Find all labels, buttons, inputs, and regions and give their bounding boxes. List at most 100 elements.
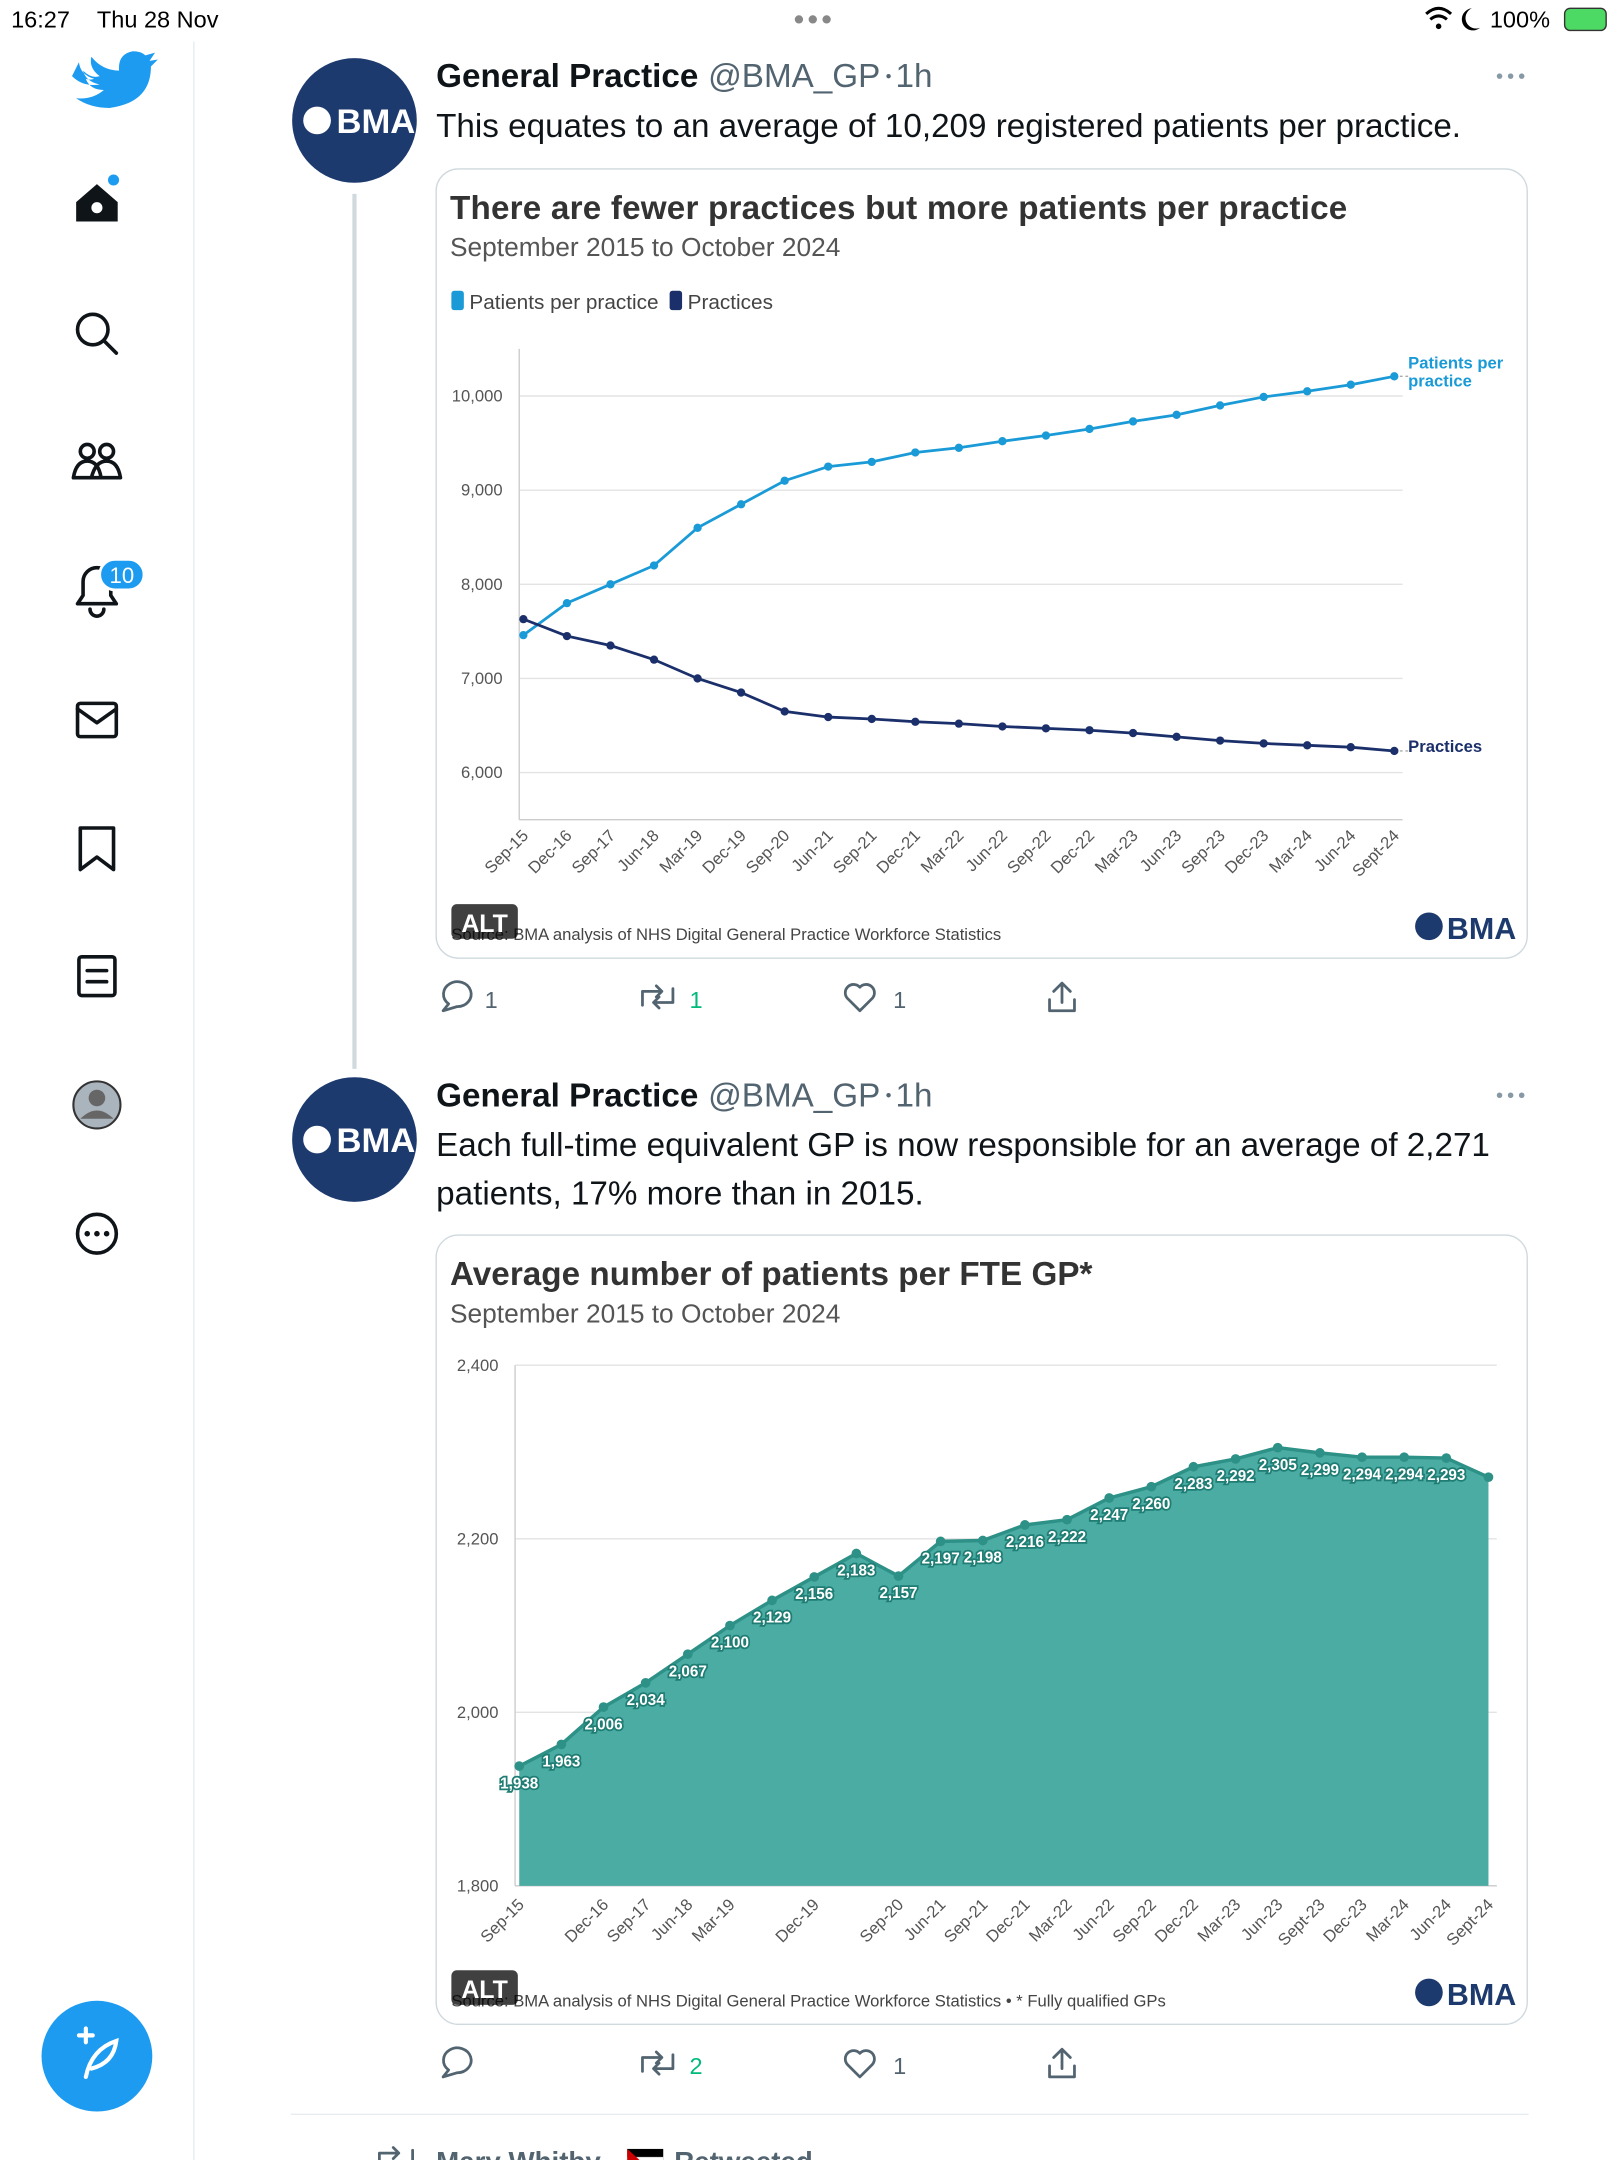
wifi-icon xyxy=(1425,6,1453,21)
area-line xyxy=(518,1445,1490,1768)
bookmarks-icon[interactable] xyxy=(78,826,116,872)
author-name[interactable]: General Practice xyxy=(436,58,698,95)
notification-badge: 10 xyxy=(110,563,135,588)
avatar[interactable] xyxy=(292,1077,417,1202)
twitter-logo[interactable] xyxy=(72,51,158,108)
y-tick-label: 1,800 xyxy=(457,1876,499,1895)
data-point xyxy=(519,614,528,624)
profile-icon[interactable] xyxy=(72,1080,122,1130)
search-icon[interactable] xyxy=(75,312,119,355)
y-tick-label: 2,000 xyxy=(457,1703,499,1722)
data-label: 2,216 xyxy=(1006,1534,1044,1551)
y-tick-label: 8,000 xyxy=(461,575,503,594)
multitask-dots[interactable] xyxy=(794,15,831,24)
data-point xyxy=(1357,1452,1367,1463)
data-point xyxy=(954,443,963,452)
data-point xyxy=(851,1548,862,1559)
data-point xyxy=(693,523,702,532)
alt-badge-bg[interactable] xyxy=(451,904,518,939)
end-label: Practices xyxy=(1408,738,1483,757)
data-point xyxy=(1172,732,1181,741)
data-point xyxy=(911,717,920,726)
tweet-time: 1h xyxy=(895,58,932,95)
battery-icon xyxy=(1563,7,1607,32)
data-label: 1,963 xyxy=(542,1754,580,1771)
tweet-time: 1h xyxy=(895,1077,932,1114)
retweet-button[interactable] xyxy=(641,2050,675,2076)
data-point xyxy=(1128,728,1138,738)
data-point xyxy=(1303,387,1312,396)
like-icon xyxy=(843,2049,876,2079)
messages-icon[interactable] xyxy=(75,701,119,739)
retweeter-name[interactable]: Mary Whitby xyxy=(436,2146,601,2160)
data-point xyxy=(977,1535,988,1546)
data-point xyxy=(649,655,659,664)
alt-badge-bg[interactable] xyxy=(451,1970,518,2005)
data-point xyxy=(1272,1442,1283,1453)
retweeted-label: Retweeted xyxy=(674,2146,812,2160)
data-label: 2,222 xyxy=(1048,1529,1086,1546)
data-point xyxy=(1215,401,1225,410)
flag xyxy=(626,2148,664,2160)
reply-button[interactable] xyxy=(441,2046,473,2079)
data-label: 2,305 xyxy=(1259,1457,1298,1474)
data-point xyxy=(767,1595,777,1606)
avatar[interactable] xyxy=(292,58,417,183)
data-point xyxy=(1483,1472,1494,1483)
data-label: 2,299 xyxy=(1301,1462,1339,1479)
retweet-icon xyxy=(641,2050,675,2076)
data-point xyxy=(1041,724,1051,733)
author-handle: @BMA_GP xyxy=(708,58,880,95)
like-button[interactable] xyxy=(843,2049,876,2079)
legend-swatch xyxy=(669,290,683,311)
communities-icon[interactable] xyxy=(71,442,123,480)
data-label: 2,293 xyxy=(1427,1467,1465,1484)
data-point xyxy=(640,1677,651,1688)
date: Thu 28 Nov xyxy=(97,7,219,33)
data-label: 2,292 xyxy=(1217,1468,1255,1485)
y-tick-label: 6,000 xyxy=(461,763,503,782)
reply-icon xyxy=(441,2046,473,2079)
data-label: 2,156 xyxy=(795,1586,833,1603)
separator-dot xyxy=(886,1093,891,1098)
logo-emblem xyxy=(1415,1978,1443,2007)
chart-card[interactable] xyxy=(435,168,1528,959)
data-point xyxy=(1215,736,1225,745)
data-point xyxy=(562,631,572,641)
share-icon[interactable] xyxy=(1048,2047,1076,2079)
tweet-menu-dot[interactable] xyxy=(1507,1092,1514,1098)
data-point xyxy=(1041,431,1051,440)
data-point xyxy=(893,1571,904,1581)
data-point xyxy=(1441,1453,1452,1463)
data-point xyxy=(1346,743,1355,752)
data-point xyxy=(1085,726,1094,735)
data-point xyxy=(1315,1448,1325,1458)
data-label: 2,034 xyxy=(627,1692,666,1709)
battery-level: 100% xyxy=(1490,7,1550,33)
data-point xyxy=(780,476,789,485)
data-label: 2,260 xyxy=(1132,1496,1170,1513)
author-name[interactable]: General Practice xyxy=(436,1077,698,1114)
data-label: 2,067 xyxy=(669,1663,707,1680)
share-icon[interactable] xyxy=(1048,981,1076,1013)
data-label: 1,938 xyxy=(500,1775,538,1792)
retweet-button[interactable] xyxy=(641,984,675,1010)
data-point xyxy=(780,707,789,716)
data-point xyxy=(693,674,702,683)
data-point xyxy=(935,1536,946,1547)
tweet-menu-dot[interactable] xyxy=(1507,73,1514,79)
like-button[interactable] xyxy=(843,983,876,1013)
chart-source: Source: BMA analysis of NHS Digital Gene… xyxy=(451,925,1001,944)
tweet-menu-dot xyxy=(1518,1092,1525,1098)
more-icon[interactable] xyxy=(75,1212,119,1255)
retweet-count: 2 xyxy=(690,2053,703,2079)
data-point xyxy=(736,688,746,697)
logo-text: BMA xyxy=(1447,912,1516,946)
lists-icon[interactable] xyxy=(77,954,117,998)
moon-icon xyxy=(1461,8,1481,31)
reply-button[interactable] xyxy=(441,980,473,1013)
like-icon xyxy=(843,983,876,1013)
home-icon[interactable] xyxy=(76,174,120,222)
reply-icon xyxy=(441,980,473,1013)
data-point xyxy=(824,462,833,471)
